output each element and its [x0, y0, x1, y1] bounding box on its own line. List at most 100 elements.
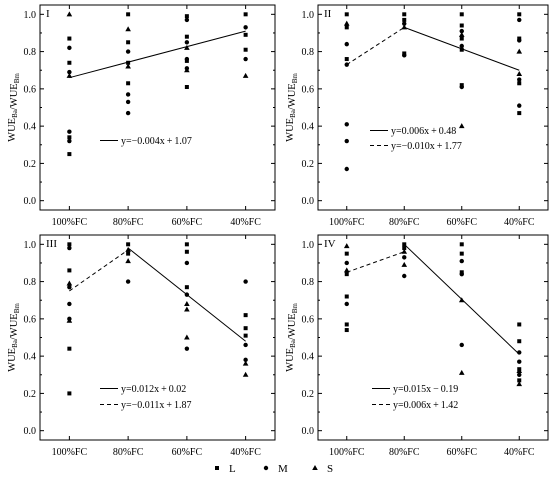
data-point-S — [516, 368, 523, 374]
legend-label: M — [278, 463, 288, 475]
y-tick-label: 1.0 — [24, 10, 37, 21]
data-point-S — [184, 44, 190, 50]
legend-label: S — [327, 463, 333, 475]
data-point-S — [184, 67, 190, 73]
data-point-L — [67, 268, 72, 273]
legend-marker-M — [263, 465, 269, 471]
x-tick-label: 80%FC — [113, 447, 144, 458]
x-tick-label: 100%FC — [52, 447, 88, 458]
data-point-L — [67, 242, 72, 247]
x-tick-label: 80%FC — [389, 217, 420, 228]
data-point-L — [67, 152, 72, 157]
data-point-S — [125, 246, 131, 252]
y-tick-label: 0.2 — [302, 159, 315, 170]
y-axis-title: WUEBa/WUEBm — [285, 73, 299, 142]
panel-2: 0.0 0.2 0.4 0.6 0.8 1.0 100%FC 80%FC 60%FC 40%FC W… — [285, 4, 549, 228]
data-point-L — [517, 378, 522, 383]
data-point-M — [243, 25, 248, 30]
data-point-M — [184, 56, 190, 62]
data-point-L — [344, 322, 349, 327]
data-point-M — [344, 301, 349, 307]
panel-4: 0.0 0.2 0.4 0.6 0.8 1.0 100%FC 80%FC 60%FC 40%FC W… — [285, 234, 549, 458]
data-point-S — [516, 381, 523, 387]
panel-label: II — [324, 8, 332, 20]
legend-marker-L — [215, 466, 219, 470]
equation-label: y=−0.010x + 1.77 — [391, 141, 462, 152]
data-point-L — [517, 111, 522, 116]
data-point-M — [67, 129, 72, 134]
data-point-S — [401, 24, 408, 30]
data-point-S — [458, 123, 465, 129]
data-point-L — [243, 333, 248, 338]
data-point-S — [184, 300, 190, 306]
fit-line-dashed — [69, 249, 129, 292]
data-point-M — [67, 301, 72, 307]
y-tick-label: 0.8 — [302, 277, 315, 288]
data-point-M — [344, 41, 349, 47]
fit-line-dashed — [346, 26, 405, 66]
fit-line-dashed — [346, 251, 405, 273]
data-point-M — [344, 138, 349, 144]
equation-label: y=0.015x − 0.19 — [393, 384, 458, 395]
x-tick-label: 40%FC — [230, 217, 261, 228]
data-point-M — [517, 77, 522, 82]
data-point-M — [459, 342, 464, 348]
data-point-L — [126, 40, 131, 45]
data-point-L — [243, 12, 248, 17]
x-tick-label: 100%FC — [329, 447, 365, 458]
data-point-M — [67, 284, 72, 290]
y-tick-label: 0.4 — [24, 122, 37, 133]
data-point-S — [184, 306, 190, 312]
plot-frame — [39, 4, 276, 211]
data-point-M — [517, 359, 522, 364]
data-point-M — [402, 273, 407, 279]
y-tick-label: 0.4 — [302, 122, 315, 133]
data-point-M — [402, 255, 407, 260]
data-point-M — [184, 40, 190, 45]
data-point-M — [459, 258, 464, 264]
fit-line-solid — [69, 30, 246, 79]
data-point-S — [516, 70, 523, 76]
y-tick-label: 0.6 — [24, 84, 37, 95]
data-point-M — [344, 166, 349, 172]
data-point-M — [459, 84, 464, 90]
data-point-M — [517, 17, 522, 23]
y-tick-label: 0.6 — [302, 84, 315, 95]
x-tick-label: 100%FC — [52, 217, 88, 228]
data-point-L — [459, 12, 464, 17]
data-point-L — [126, 60, 131, 65]
equation-label: y=0.006x + 1.42 — [393, 400, 458, 411]
data-point-S — [401, 261, 408, 267]
data-point-M — [459, 28, 464, 34]
y-tick-label: 0.6 — [24, 314, 37, 325]
data-point-M — [125, 92, 131, 97]
y-tick-label: 0.0 — [302, 196, 315, 207]
y-tick-label: 0.2 — [24, 159, 37, 170]
data-point-L — [402, 246, 407, 251]
data-point-L — [517, 81, 522, 86]
data-point-M — [67, 245, 72, 251]
data-point-S — [401, 248, 408, 254]
data-point-L — [344, 272, 349, 277]
legend-marker-S — [312, 465, 318, 470]
data-point-M — [184, 292, 190, 297]
data-point-M — [243, 279, 248, 284]
data-point-L — [184, 85, 189, 89]
data-point-S — [458, 297, 465, 303]
data-point-S — [516, 48, 523, 54]
data-point-S — [343, 243, 350, 249]
data-point-S — [242, 72, 249, 78]
data-point-L — [459, 23, 464, 28]
data-point-M — [344, 62, 349, 67]
data-point-M — [125, 99, 131, 105]
x-tick-label: 40%FC — [230, 447, 261, 458]
plot-frame — [317, 4, 549, 211]
panel-label: IV — [324, 238, 336, 250]
data-point-L — [126, 251, 131, 256]
data-point-M — [344, 260, 349, 266]
data-point-M — [402, 21, 407, 26]
y-tick-label: 1.0 — [302, 10, 315, 21]
data-point-M — [402, 53, 407, 58]
data-point-S — [66, 11, 73, 17]
